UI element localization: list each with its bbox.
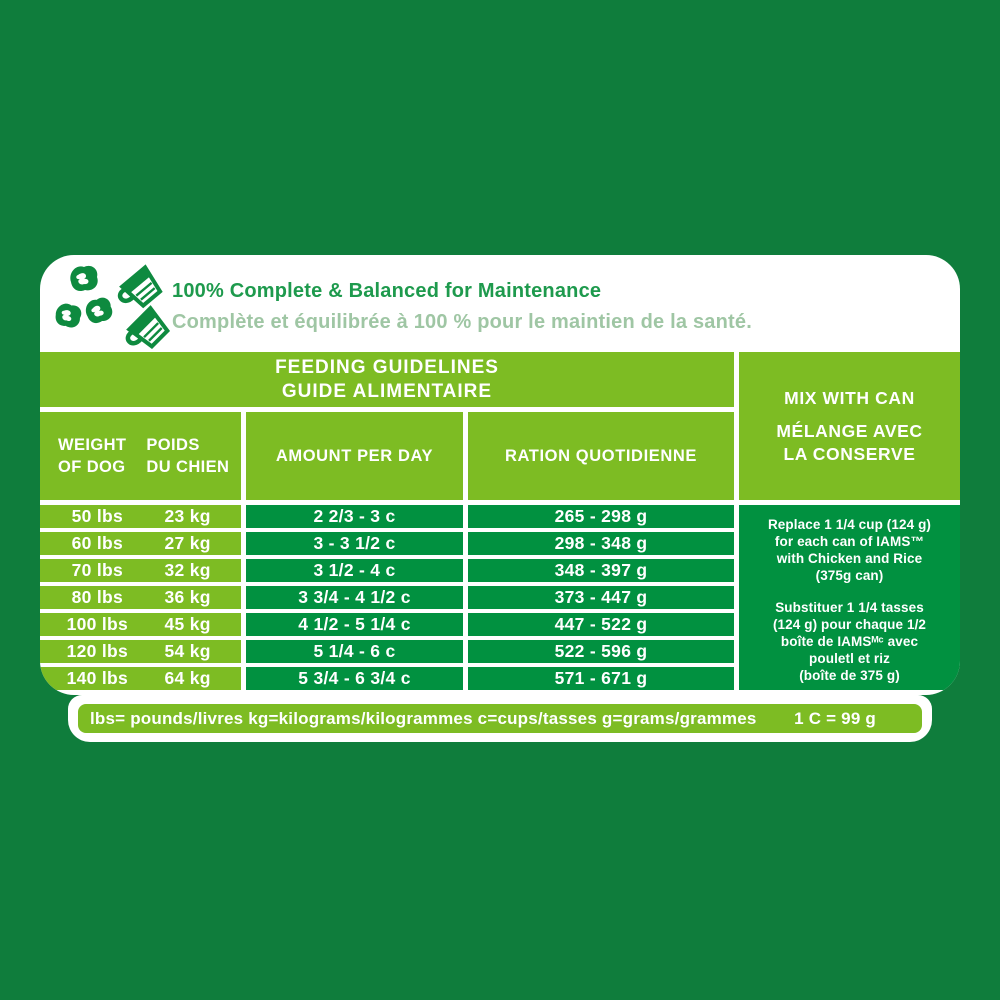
table-row-ration: 571 - 671 g	[468, 667, 734, 690]
title-french: Complète et équilibrée à 100 % pour le m…	[172, 311, 752, 333]
mix-instructions-english: Replace 1 1/4 cup (124 g) for each can o…	[767, 517, 932, 583]
kibble-icon	[55, 303, 82, 328]
table-row-weight: 140 lbs 64 kg	[40, 667, 241, 690]
table-row-weight: 80 lbs 36 kg	[40, 586, 241, 609]
mix-with-can-instructions: Replace 1 1/4 cup (124 g) for each can o…	[739, 505, 960, 690]
mix-with-can-header: MIX WITH CAN MÉLANGE AVEC LA CONSERVE	[739, 352, 960, 500]
table-row-amount: 5 1/4 - 6 c	[246, 640, 463, 663]
mix-title-en: MIX WITH CAN	[784, 387, 915, 408]
table-row-weight: 50 lbs 23 kg	[40, 505, 241, 528]
units-legend-strip: lbs= pounds/livres kg=kilograms/kilogram…	[78, 704, 922, 733]
measuring-cup-icon	[117, 264, 163, 309]
column-header-ration: RATION QUOTIDIENNE	[468, 412, 734, 500]
table-row-ration: 373 - 447 g	[468, 586, 734, 609]
column-header-weight-en: WEIGHT OF DOG	[58, 436, 127, 476]
feeding-guidelines-card: 100% Complete & Balanced for Maintenance…	[40, 255, 960, 695]
column-header-weight-fr: POIDS DU CHIEN	[146, 436, 230, 476]
column-header-weight: WEIGHT OF DOG POIDS DU CHIEN	[40, 412, 241, 500]
table-row-ration: 522 - 596 g	[468, 640, 734, 663]
units-legend-bar: lbs= pounds/livres kg=kilograms/kilogram…	[68, 695, 932, 742]
kibble-icon	[70, 265, 98, 292]
mix-title-fr-line2: LA CONSERVE	[783, 443, 916, 464]
title-english: 100% Complete & Balanced for Maintenance	[172, 280, 602, 302]
table-row-ration: 348 - 397 g	[468, 559, 734, 582]
measuring-cup-icon	[125, 305, 171, 350]
table-row-amount: 2 2/3 - 3 c	[246, 505, 463, 528]
table-row-amount: 4 1/2 - 5 1/4 c	[246, 613, 463, 636]
table-row-weight: 70 lbs 32 kg	[40, 559, 241, 582]
table-row-amount: 3 - 3 1/2 c	[246, 532, 463, 555]
kibble-icon	[85, 297, 113, 324]
units-legend-text: lbs= pounds/livres kg=kilograms/kilogram…	[90, 708, 757, 728]
table-row-amount: 3 1/2 - 4 c	[246, 559, 463, 582]
table-row-amount: 3 3/4 - 4 1/2 c	[246, 586, 463, 609]
table-row-ration: 447 - 522 g	[468, 613, 734, 636]
table-row-amount: 5 3/4 - 6 3/4 c	[246, 667, 463, 690]
mix-instructions-french: Substituer 1 1/4 tasses (124 g) pour cha…	[772, 600, 927, 683]
table-row-weight: 100 lbs 45 kg	[40, 613, 241, 636]
table-title-cell: FEEDING GUIDELINES GUIDE ALIMENTAIRE	[40, 352, 734, 407]
table-row-weight: 120 lbs 54 kg	[40, 640, 241, 663]
table-title-en: FEEDING GUIDELINES	[275, 356, 499, 378]
column-header-amount: AMOUNT PER DAY	[246, 412, 463, 500]
mix-title-fr-line1: MÉLANGE AVEC	[776, 420, 923, 441]
table-row-ration: 298 - 348 g	[468, 532, 734, 555]
table-row-ration: 265 - 298 g	[468, 505, 734, 528]
cup-gram-conversion: 1 C = 99 g	[794, 708, 876, 728]
kibble-and-measuring-cup-icons	[54, 259, 180, 354]
table-title-fr: GUIDE ALIMENTAIRE	[281, 380, 493, 402]
table-row-weight: 60 lbs 27 kg	[40, 532, 241, 555]
